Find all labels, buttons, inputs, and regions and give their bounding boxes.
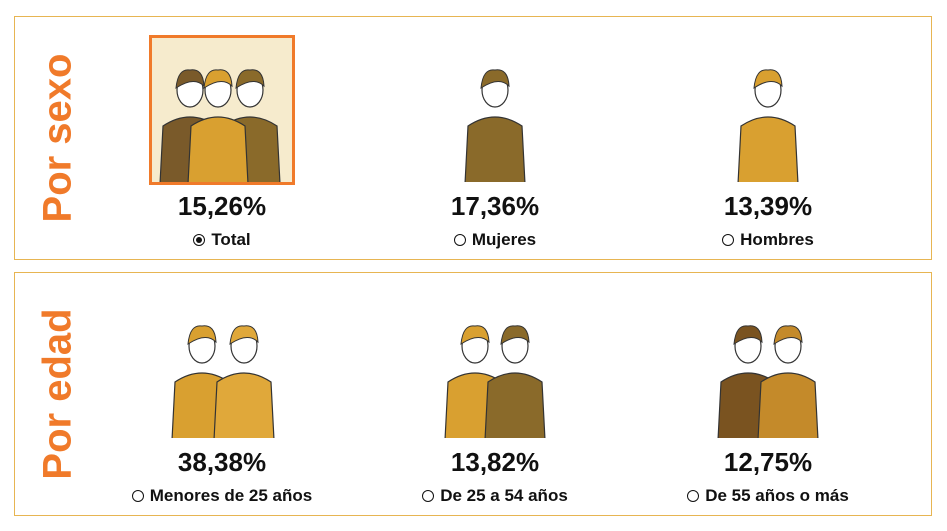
- option[interactable]: 15,26% Total: [92, 35, 352, 250]
- illustration: [422, 35, 568, 185]
- option[interactable]: 13,82% De 25 a 54 años: [365, 291, 625, 506]
- percentage: 13,39%: [723, 191, 813, 221]
- figure: [464, 69, 526, 185]
- option[interactable]: 13,39% Hombres: [638, 35, 898, 250]
- radio-button[interactable]: [131, 490, 144, 502]
- option[interactable]: 17,36% Mujeres: [365, 35, 625, 250]
- radio-button[interactable]: [422, 490, 435, 502]
- percentage: 17,36%: [450, 191, 540, 221]
- label-text: Total: [211, 230, 251, 249]
- label-text: Menores de 25 años: [149, 486, 313, 505]
- percentage: 15,26%: [177, 191, 267, 221]
- figure: [159, 69, 281, 185]
- figure: [737, 69, 799, 185]
- percentage: 13,82%: [450, 447, 540, 477]
- label-text: De 25 a 54 años: [440, 486, 568, 505]
- label-text: De 55 años o más: [705, 486, 849, 505]
- option[interactable]: 12,75% De 55 años o más: [638, 291, 898, 506]
- percentage: 12,75%: [723, 447, 813, 477]
- option-label: Mujeres: [365, 230, 625, 250]
- option-label: Total: [92, 230, 352, 250]
- illustration: [695, 291, 841, 441]
- option-label: De 55 años o más: [638, 486, 898, 506]
- option-label: Hombres: [638, 230, 898, 250]
- radio-button[interactable]: [687, 490, 700, 502]
- option-label: De 25 a 54 años: [365, 486, 625, 506]
- section-title-text: Por sexo: [35, 53, 80, 223]
- option[interactable]: 38,38% Menores de 25 años: [92, 291, 352, 506]
- option-label: Menores de 25 años: [92, 486, 352, 506]
- illustration: [149, 291, 295, 441]
- panel: [14, 16, 932, 260]
- figure: [444, 325, 546, 441]
- percentage: 38,38%: [177, 447, 267, 477]
- radio-button[interactable]: [193, 234, 206, 246]
- figure: [171, 325, 275, 441]
- radio-button[interactable]: [722, 234, 735, 246]
- panel: [14, 272, 932, 516]
- illustration: [149, 35, 295, 185]
- illustration: [422, 291, 568, 441]
- figure: [717, 325, 819, 441]
- label-text: Mujeres: [471, 230, 537, 249]
- radio-button[interactable]: [453, 234, 466, 246]
- section-title-text: Por edad: [35, 308, 80, 480]
- label-text: Hombres: [740, 230, 814, 249]
- illustration: [695, 35, 841, 185]
